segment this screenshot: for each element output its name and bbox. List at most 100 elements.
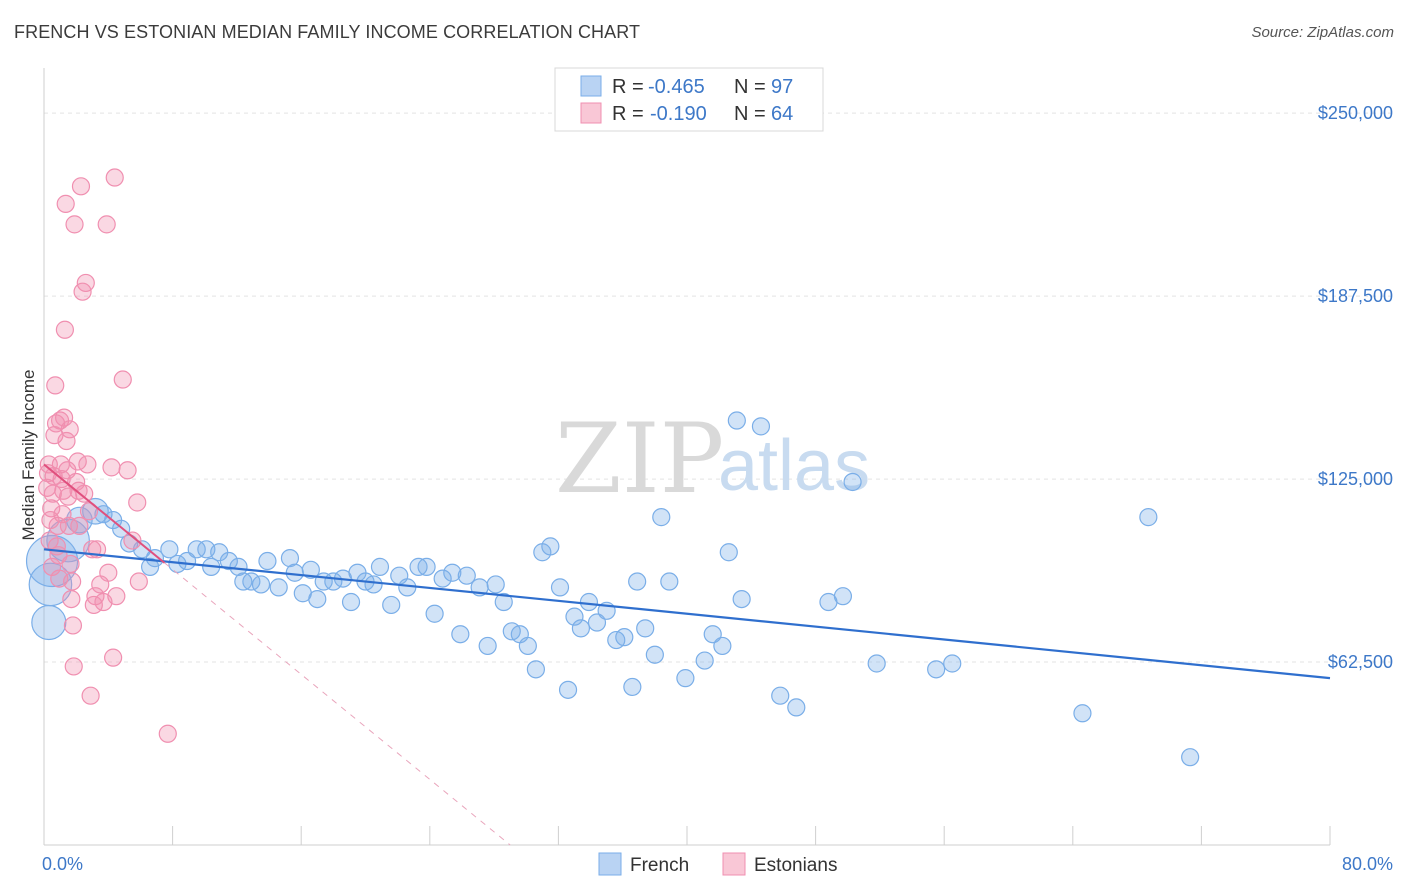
legend-swatch-french bbox=[580, 75, 602, 97]
data-point bbox=[118, 461, 137, 480]
data-point bbox=[61, 554, 80, 574]
data-point bbox=[107, 587, 126, 606]
data-point bbox=[251, 575, 271, 594]
data-point bbox=[417, 557, 436, 576]
data-point bbox=[1139, 508, 1158, 527]
series-legend: French Estonians bbox=[598, 852, 837, 876]
data-point bbox=[81, 686, 100, 705]
data-point bbox=[867, 654, 886, 673]
legend-french-r-label: R = bbox=[612, 76, 644, 98]
data-point bbox=[727, 411, 746, 430]
data-point bbox=[104, 648, 123, 667]
legend-estonians-n-value: 64 bbox=[771, 103, 793, 125]
x-tick-label: 0.0% bbox=[42, 854, 83, 874]
series-estonians bbox=[38, 168, 177, 743]
data-point bbox=[751, 417, 771, 436]
data-point bbox=[571, 619, 591, 638]
data-point bbox=[486, 575, 505, 594]
data-point bbox=[587, 613, 607, 632]
y-axis-label: Median Family Income bbox=[19, 369, 38, 540]
data-point bbox=[64, 657, 83, 676]
data-point bbox=[79, 502, 99, 521]
data-point bbox=[59, 516, 79, 536]
data-point bbox=[158, 724, 177, 743]
data-point bbox=[364, 575, 383, 594]
data-point bbox=[676, 669, 695, 688]
data-point bbox=[54, 408, 74, 427]
data-point bbox=[382, 595, 401, 615]
data-point bbox=[1181, 748, 1200, 767]
data-point bbox=[443, 563, 462, 582]
data-point bbox=[301, 560, 320, 579]
watermark: ZIP atlas bbox=[555, 403, 870, 515]
data-point bbox=[57, 431, 76, 451]
data-point bbox=[652, 508, 671, 527]
data-point bbox=[102, 458, 121, 477]
data-point bbox=[719, 543, 738, 562]
data-point bbox=[927, 660, 946, 679]
x-tick-label: 80.0% bbox=[1342, 854, 1393, 874]
data-point bbox=[713, 636, 732, 656]
legend-estonians-n-label: N = bbox=[734, 103, 766, 125]
data-point bbox=[97, 215, 116, 234]
data-point bbox=[565, 607, 584, 626]
data-point bbox=[71, 177, 91, 196]
legend-french-n-label: N = bbox=[734, 76, 766, 98]
data-point bbox=[703, 625, 722, 644]
data-point bbox=[541, 537, 560, 556]
data-point bbox=[99, 563, 118, 582]
source-label: Source: ZipAtlas.com bbox=[1251, 24, 1394, 41]
trend-line-french bbox=[43, 548, 1331, 680]
data-point bbox=[140, 557, 160, 576]
data-point bbox=[258, 551, 277, 571]
data-point bbox=[219, 551, 238, 571]
data-point bbox=[623, 677, 642, 697]
data-point bbox=[75, 484, 94, 503]
data-point bbox=[66, 506, 93, 534]
data-point bbox=[1073, 704, 1092, 723]
data-point bbox=[628, 572, 647, 591]
data-point bbox=[341, 592, 361, 612]
data-point bbox=[145, 549, 165, 568]
data-point bbox=[54, 481, 73, 500]
data-point bbox=[558, 680, 578, 699]
data-point bbox=[518, 636, 537, 656]
data-point bbox=[128, 493, 147, 512]
data-point bbox=[63, 572, 82, 591]
data-point bbox=[494, 592, 513, 612]
data-point bbox=[771, 686, 790, 705]
data-point bbox=[645, 645, 664, 664]
data-point bbox=[280, 549, 300, 568]
trend-line-estonians bbox=[43, 463, 166, 564]
data-point bbox=[105, 168, 124, 187]
trend-line-estonians-extension bbox=[164, 562, 511, 846]
data-point bbox=[615, 628, 634, 647]
data-point bbox=[695, 651, 714, 670]
data-point bbox=[269, 578, 288, 597]
data-point bbox=[55, 320, 74, 339]
data-point bbox=[636, 619, 655, 638]
legend-swatch-estonians bbox=[580, 102, 602, 124]
data-point bbox=[177, 551, 197, 571]
bottom-legend-french: French bbox=[630, 855, 689, 876]
data-point bbox=[526, 660, 545, 679]
axes bbox=[43, 68, 1331, 846]
legend-estonians-r-value: -0.190 bbox=[650, 103, 707, 125]
bottom-legend-swatch-french bbox=[598, 852, 622, 876]
data-point bbox=[42, 499, 61, 518]
data-point bbox=[308, 589, 327, 609]
data-point bbox=[28, 562, 73, 607]
bottom-legend-estonians: Estonians bbox=[754, 855, 837, 876]
bottom-legend-swatch-estonians bbox=[722, 852, 746, 876]
data-point bbox=[129, 572, 148, 591]
data-point bbox=[56, 194, 75, 213]
watermark-zip: ZIP bbox=[555, 403, 724, 515]
data-point bbox=[123, 531, 142, 550]
data-point bbox=[457, 566, 476, 585]
data-point bbox=[579, 592, 599, 612]
data-point bbox=[53, 505, 72, 524]
legend-estonians-r-label: R = bbox=[612, 103, 644, 125]
data-point bbox=[660, 572, 679, 591]
data-point bbox=[833, 587, 853, 606]
y-tick-label: $62,500 bbox=[1328, 652, 1393, 672]
